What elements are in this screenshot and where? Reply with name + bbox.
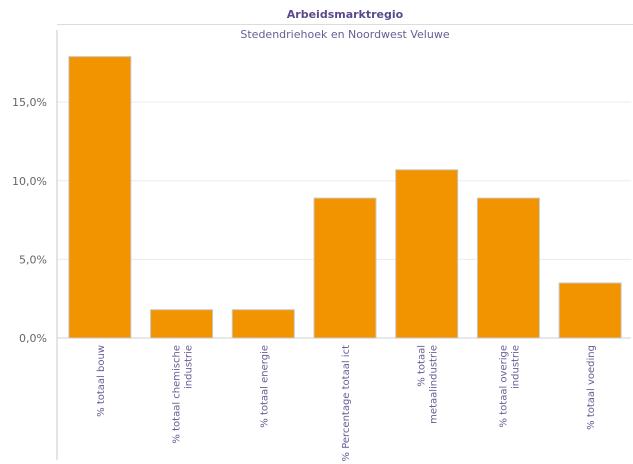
x-tick-label: % totaal chemischeindustrie (172, 345, 195, 444)
bar (313, 197, 377, 339)
chart-subtitle: Stedendriehoek en Noordwest Veluwe (240, 28, 450, 41)
x-tick-label: % totaalmetaalindustrie (417, 345, 440, 424)
y-tick-label: 5,0% (19, 253, 47, 266)
bar (68, 56, 132, 339)
bar (476, 197, 540, 339)
bar (395, 169, 459, 339)
y-tick-label: 15,0% (12, 96, 47, 109)
y-tick-label: 0,0% (19, 332, 47, 345)
header-divider (57, 24, 633, 25)
chart-title: Arbeidsmarktregio (286, 8, 404, 21)
x-tick-label: % totaal voeding (586, 345, 597, 430)
y-tick-label: 10,0% (12, 175, 47, 188)
bar (231, 309, 295, 339)
x-tick-label: % totaal bouw (96, 345, 107, 417)
x-tick-label: % Percentage totaal ict (341, 345, 352, 462)
x-tick-label: % totaal overigeindustrie (498, 345, 521, 427)
x-tick-label: % totaal energie (259, 345, 270, 428)
bar (150, 309, 214, 339)
bar (558, 282, 622, 339)
